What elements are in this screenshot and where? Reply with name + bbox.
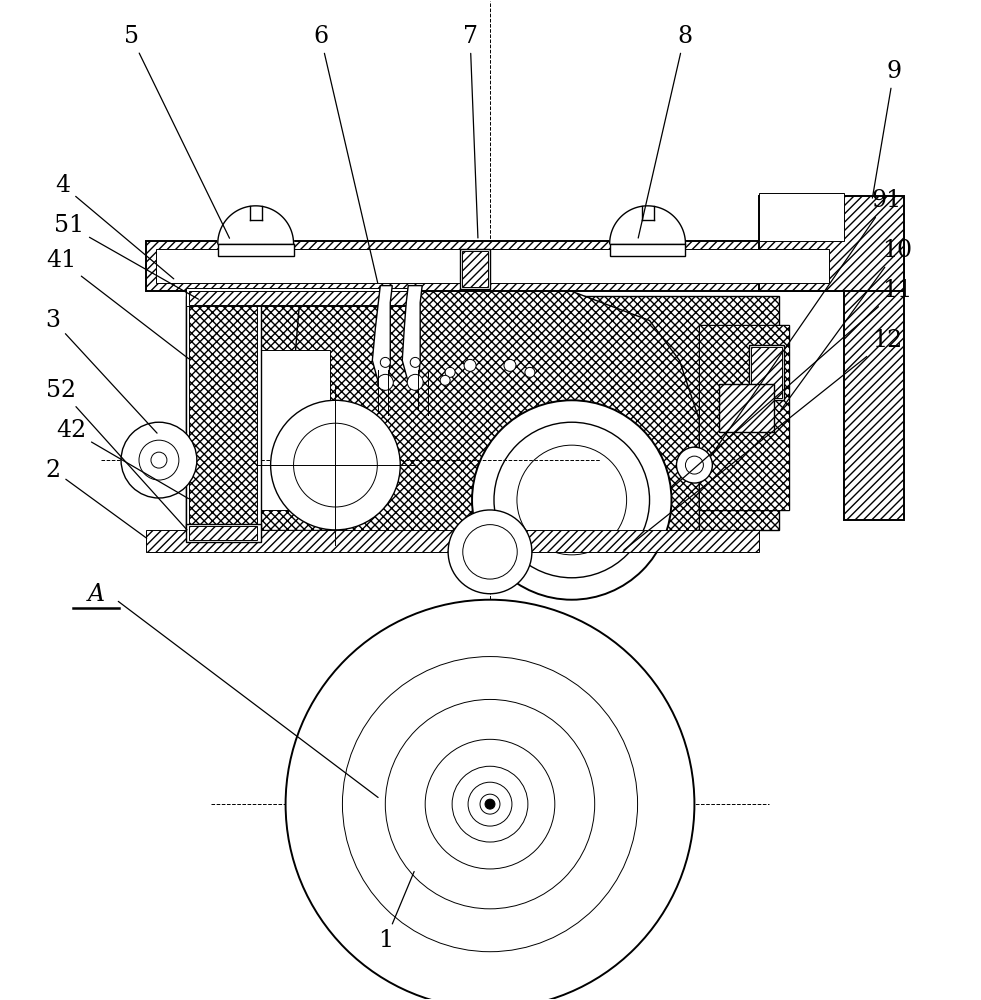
Bar xyxy=(218,244,293,256)
Text: 2: 2 xyxy=(46,459,147,538)
Text: 6: 6 xyxy=(313,25,378,283)
Circle shape xyxy=(517,445,627,555)
Text: 3: 3 xyxy=(46,309,157,433)
Circle shape xyxy=(448,510,532,594)
Bar xyxy=(185,288,415,306)
Circle shape xyxy=(472,400,671,600)
Circle shape xyxy=(504,359,516,371)
Circle shape xyxy=(463,525,517,579)
Bar xyxy=(185,524,261,542)
Circle shape xyxy=(452,766,528,842)
Circle shape xyxy=(445,367,455,377)
Circle shape xyxy=(686,456,703,474)
Circle shape xyxy=(407,374,423,390)
Text: 12: 12 xyxy=(624,329,902,550)
Bar xyxy=(699,325,789,510)
Circle shape xyxy=(425,739,555,869)
Text: 1: 1 xyxy=(378,872,414,952)
Polygon shape xyxy=(373,286,392,382)
Bar xyxy=(189,526,257,540)
Circle shape xyxy=(677,447,712,483)
Circle shape xyxy=(139,440,179,480)
Bar xyxy=(462,251,488,287)
Circle shape xyxy=(342,657,638,952)
Circle shape xyxy=(494,422,649,578)
Circle shape xyxy=(480,794,500,814)
Bar xyxy=(751,347,782,398)
Circle shape xyxy=(381,357,390,367)
Bar xyxy=(844,226,904,520)
Polygon shape xyxy=(295,291,699,550)
Text: 5: 5 xyxy=(124,25,230,238)
Bar xyxy=(759,193,844,241)
Circle shape xyxy=(378,374,393,390)
Text: 11: 11 xyxy=(672,279,912,488)
Polygon shape xyxy=(218,206,293,244)
Polygon shape xyxy=(402,286,422,382)
Circle shape xyxy=(285,600,695,1000)
Bar xyxy=(719,384,774,432)
Text: 51: 51 xyxy=(54,214,198,299)
Text: 4: 4 xyxy=(56,174,174,279)
Circle shape xyxy=(468,782,512,826)
Circle shape xyxy=(151,452,167,468)
Bar xyxy=(460,249,490,289)
Circle shape xyxy=(386,699,594,909)
Bar xyxy=(146,530,759,552)
Text: 52: 52 xyxy=(46,379,187,530)
Circle shape xyxy=(485,799,495,809)
Bar xyxy=(201,350,331,510)
Polygon shape xyxy=(609,206,686,244)
Text: 42: 42 xyxy=(56,419,188,499)
Circle shape xyxy=(464,359,476,371)
Text: 9: 9 xyxy=(872,60,902,198)
Text: 8: 8 xyxy=(639,25,692,238)
Circle shape xyxy=(440,375,450,385)
Bar xyxy=(189,291,257,525)
Circle shape xyxy=(410,357,420,367)
Bar xyxy=(609,244,686,256)
Bar xyxy=(156,249,829,283)
Text: 91: 91 xyxy=(711,189,902,456)
Bar xyxy=(759,196,904,291)
Text: 10: 10 xyxy=(781,239,912,410)
Bar xyxy=(189,291,413,305)
Bar xyxy=(699,325,789,510)
Circle shape xyxy=(525,367,535,377)
Bar xyxy=(749,345,784,400)
Text: A: A xyxy=(87,583,105,606)
Bar xyxy=(185,296,779,530)
Circle shape xyxy=(271,400,400,530)
Bar xyxy=(146,241,839,291)
Text: 41: 41 xyxy=(46,249,188,359)
Text: 7: 7 xyxy=(463,25,478,238)
Circle shape xyxy=(293,423,378,507)
Circle shape xyxy=(121,422,197,498)
Bar xyxy=(185,286,261,530)
